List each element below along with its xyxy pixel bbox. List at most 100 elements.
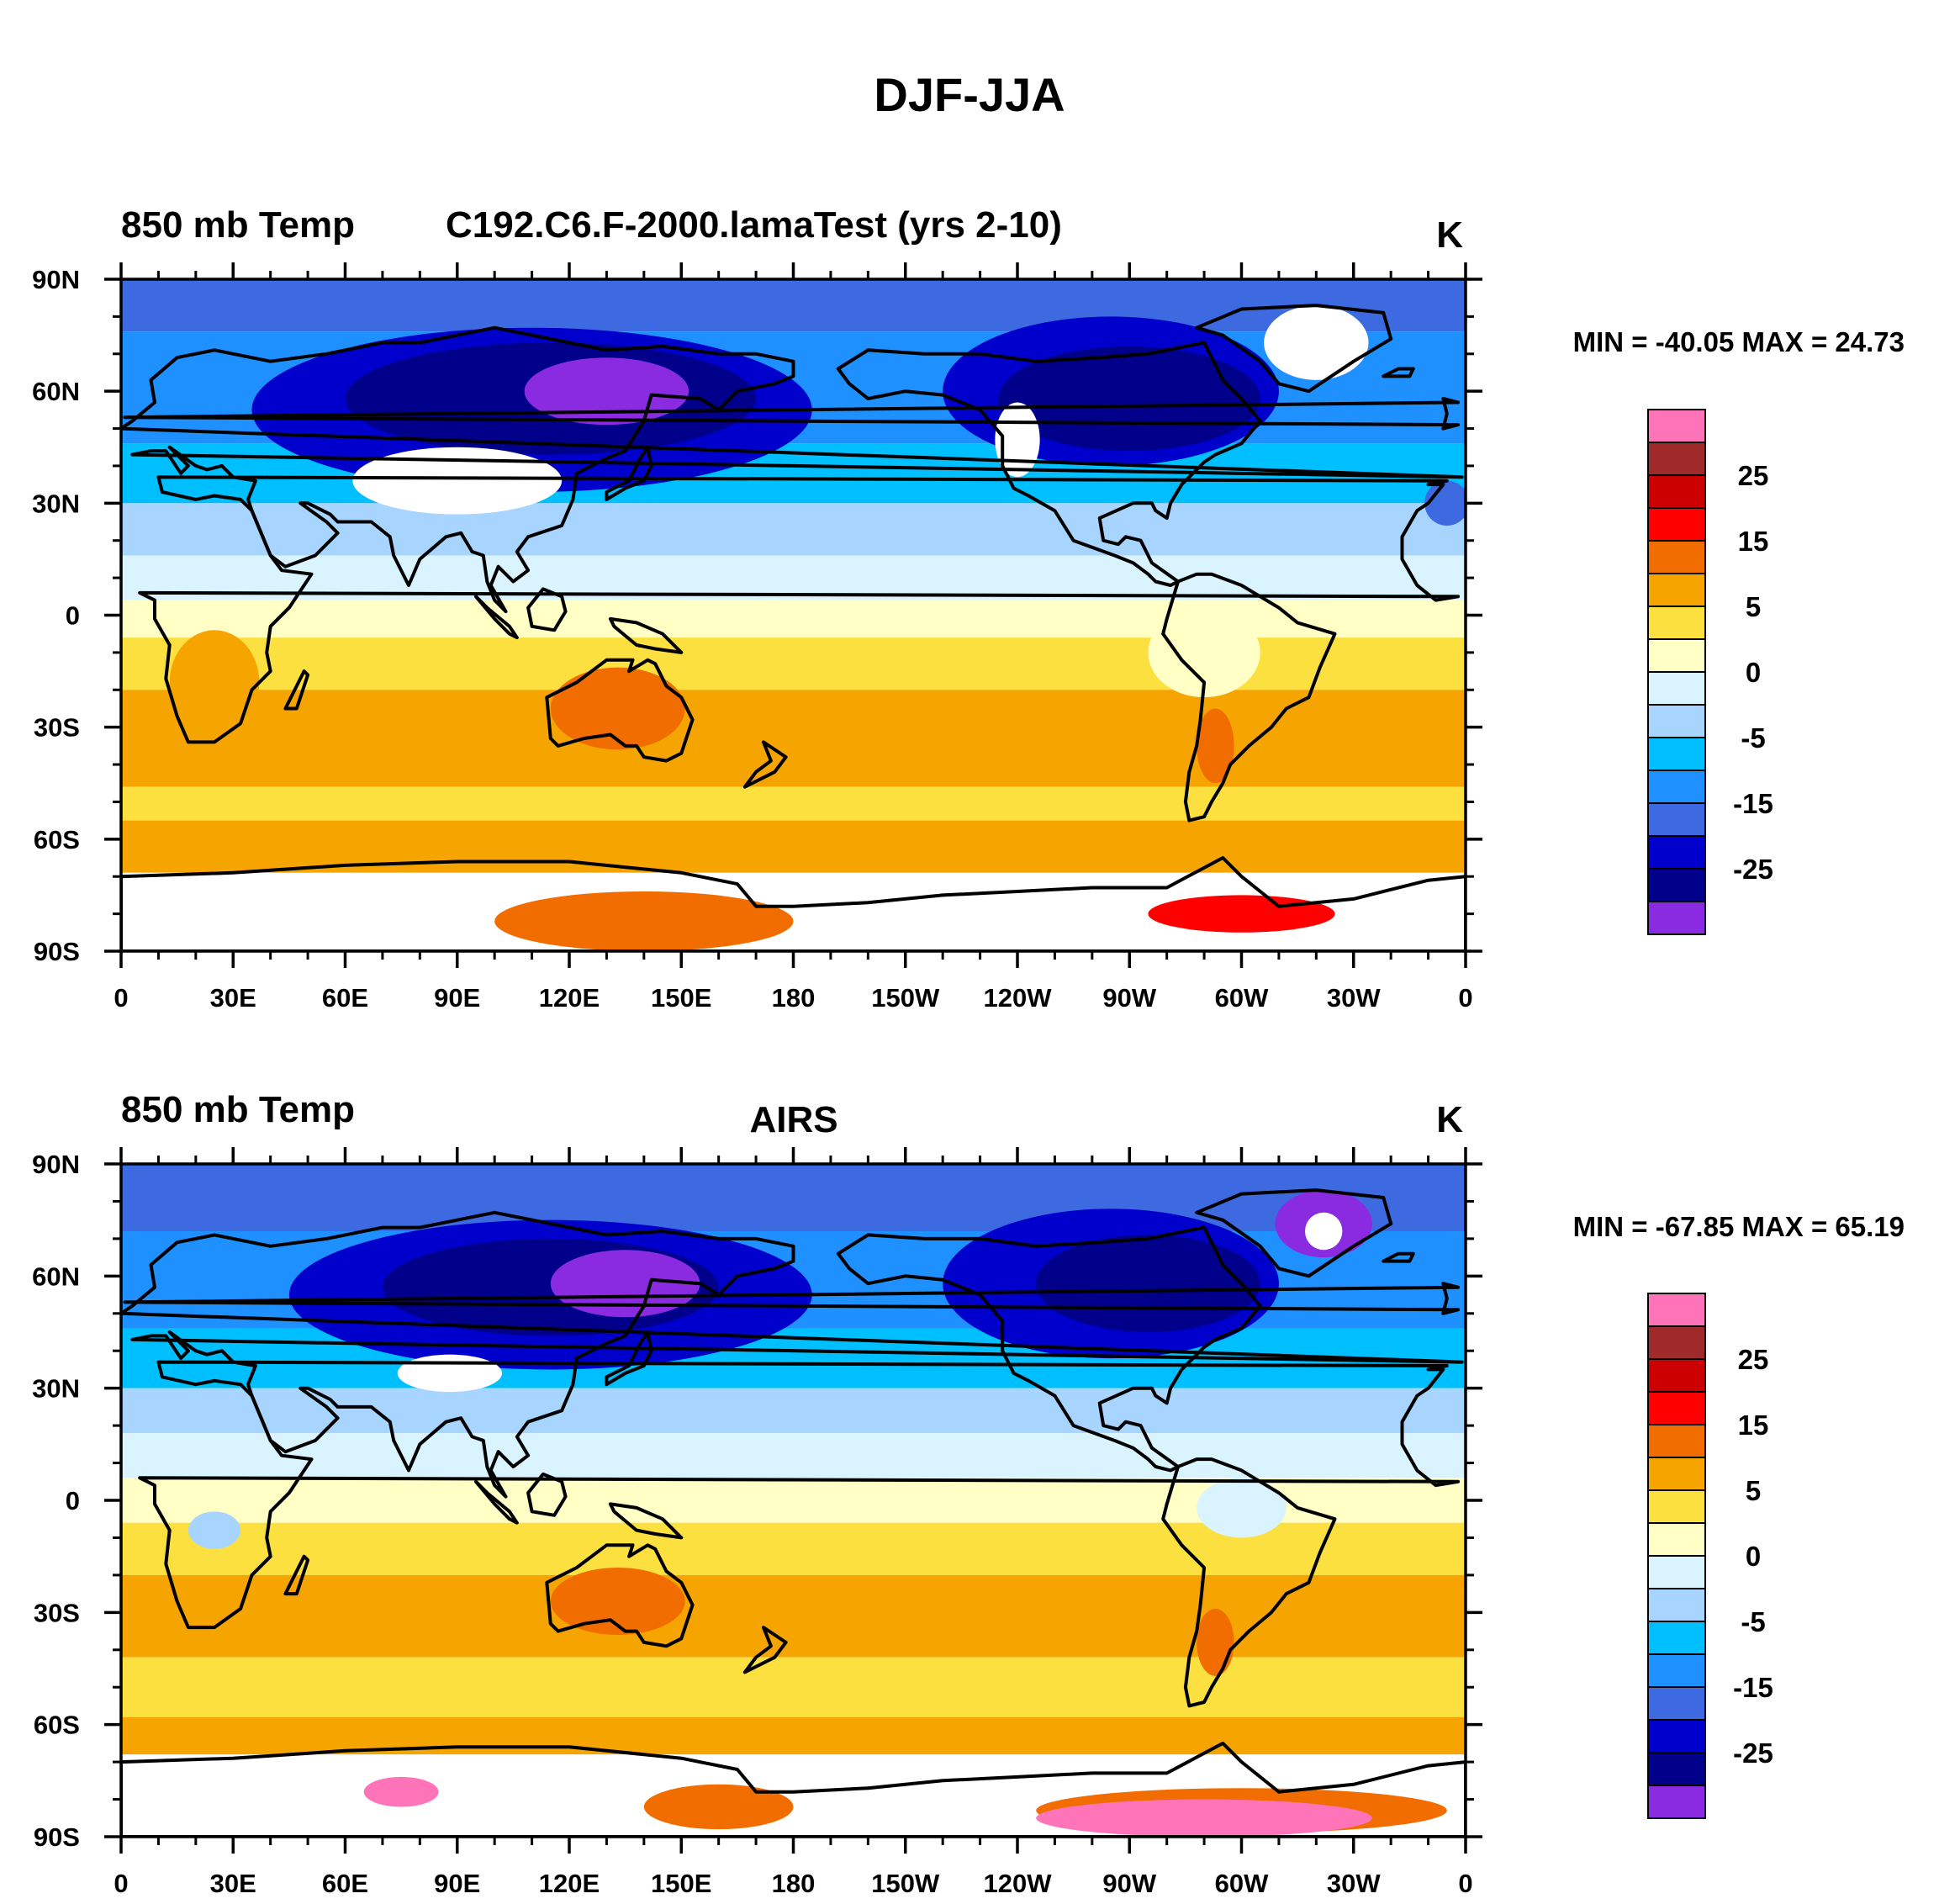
colorbar-swatch [1647,737,1706,771]
coastline-japan [605,1330,653,1387]
colorbar-label: 25 [1738,1344,1769,1375]
coastline-greenland [1195,304,1393,394]
colorbar-swatch [1647,1293,1706,1327]
colorbar-swatch [1647,1653,1706,1688]
lon-label: 120E [539,1869,600,1898]
lon-label: 120E [539,983,600,1013]
coastline-south-america [1161,1457,1337,1708]
coastline-new-zealand [742,740,788,789]
colorbar: 25 15 5 0 -5 -15 -25 [1647,409,1773,935]
lon-label: 90W [1102,983,1156,1013]
colorbar: 25 15 5 0 -5 -15 -25 [1647,1293,1773,1819]
units-label: K [1436,214,1463,256]
colorbar-label: 5 [1746,1475,1761,1506]
colorbar-swatch [1647,1555,1706,1589]
colorbar-swatch [1647,1621,1706,1655]
colorbar-label: -25 [1733,854,1773,885]
lon-label: 180 [772,983,816,1013]
colorbar-swatch [1647,638,1706,673]
colorbar-swatch [1647,671,1706,706]
colorbar-swatch [1647,1752,1706,1786]
lat-label: 90N [32,265,80,294]
colorbar-swatch [1647,1424,1706,1458]
lon-label: 60E [322,983,368,1013]
temperature-field [121,279,1466,951]
lon-label: 30W [1327,983,1381,1013]
lon-label: 180 [772,1869,816,1898]
colorbar-swatch [1647,1785,1706,1819]
coastline-new-guinea [608,1502,684,1540]
lat-label: 30S [34,1598,80,1627]
lon-label: 60W [1215,983,1269,1013]
lon-label: 0 [1458,1869,1472,1898]
colorbar-label: 5 [1746,591,1761,622]
coastline-new-guinea [608,616,684,654]
figure-title: DJF-JJA [874,68,1065,121]
coastline-iceland [1382,367,1415,378]
lat-label: 60N [32,377,80,406]
lat-label: 90S [34,1822,80,1852]
lat-label: 60N [32,1261,80,1291]
colorbar-label: 25 [1738,460,1769,491]
coastline-australia [545,658,695,763]
colorbar-swatch [1647,442,1706,476]
lat-label: 60S [34,1711,80,1740]
colorbar-swatch [1647,835,1706,870]
coastline-borneo [526,1472,568,1517]
lat-label: 90S [34,937,80,966]
coastline-australia [545,1543,695,1648]
coastline-iceland [1382,1251,1415,1263]
coastline-uk [123,1282,1461,1315]
colorbar-swatch [1647,1457,1706,1491]
coastline-greenland [1195,1188,1393,1278]
colorbar-swatch [1647,1358,1706,1393]
coastline-eurasia [121,325,1464,614]
lat-label: 30S [34,713,80,743]
coastline-eurasia [121,1210,1464,1499]
lon-label: 120W [984,1869,1053,1898]
lat-label: 30N [32,1374,80,1404]
coastline-sumatra [474,1479,519,1525]
lon-label: 30W [1327,1869,1381,1898]
panel-1: 90N 60N 30N 0 30S 60S 90S 0 30E 60E 90E 120E 150E 180… [32,204,1905,1013]
panel-left-label: 850 mb Temp [121,1089,355,1130]
coastlines [121,1188,1466,1837]
lon-label: 150W [871,1869,940,1898]
colorbar-label: 0 [1746,657,1761,688]
coastline-africa [138,1360,1461,1630]
lat-label: 0 [66,601,80,631]
colorbar-swatch [1647,1325,1706,1360]
lat-label: 90N [32,1150,80,1179]
lon-label: 150E [651,1869,711,1898]
lon-label: 90E [434,983,480,1013]
lon-label: 60E [322,1869,368,1898]
lon-label: 0 [114,983,128,1013]
lon-label: 30E [210,983,256,1013]
colorbar-label: 15 [1738,526,1769,557]
lat-label: 30N [32,489,80,518]
colorbar-label: -15 [1733,788,1773,819]
lat-label: 0 [66,1486,80,1515]
colorbar-swatch [1647,540,1706,574]
colorbar-label: -5 [1741,1606,1765,1637]
colorbar-swatch [1647,507,1706,542]
coastline-south-america [1161,572,1337,822]
lon-label: 30E [210,1869,256,1898]
colorbar-label: -5 [1741,722,1765,754]
lon-label: 90E [434,1869,480,1898]
colorbar-swatch [1647,770,1706,804]
panel-2: 90N 60N 30N 0 30S 60S 90S 0 30E 60E 90E 120E 150E 180… [32,1089,1905,1898]
colorbar-swatch [1647,901,1706,935]
coastline-antarctica [121,1741,1466,1837]
lon-label: 120W [984,983,1053,1013]
lon-label: 60W [1215,1869,1269,1898]
colorbar-label: 0 [1746,1541,1761,1572]
panel-left-label: 850 mb Temp [121,204,355,246]
colorbar-swatch [1647,802,1706,837]
lon-label: 150W [871,983,940,1013]
colorbar-swatch [1647,1686,1706,1721]
coastline-uk [123,397,1461,431]
temperature-field [121,1164,1466,1837]
colorbar-swatch [1647,704,1706,738]
colorbar-swatch [1647,1522,1706,1557]
